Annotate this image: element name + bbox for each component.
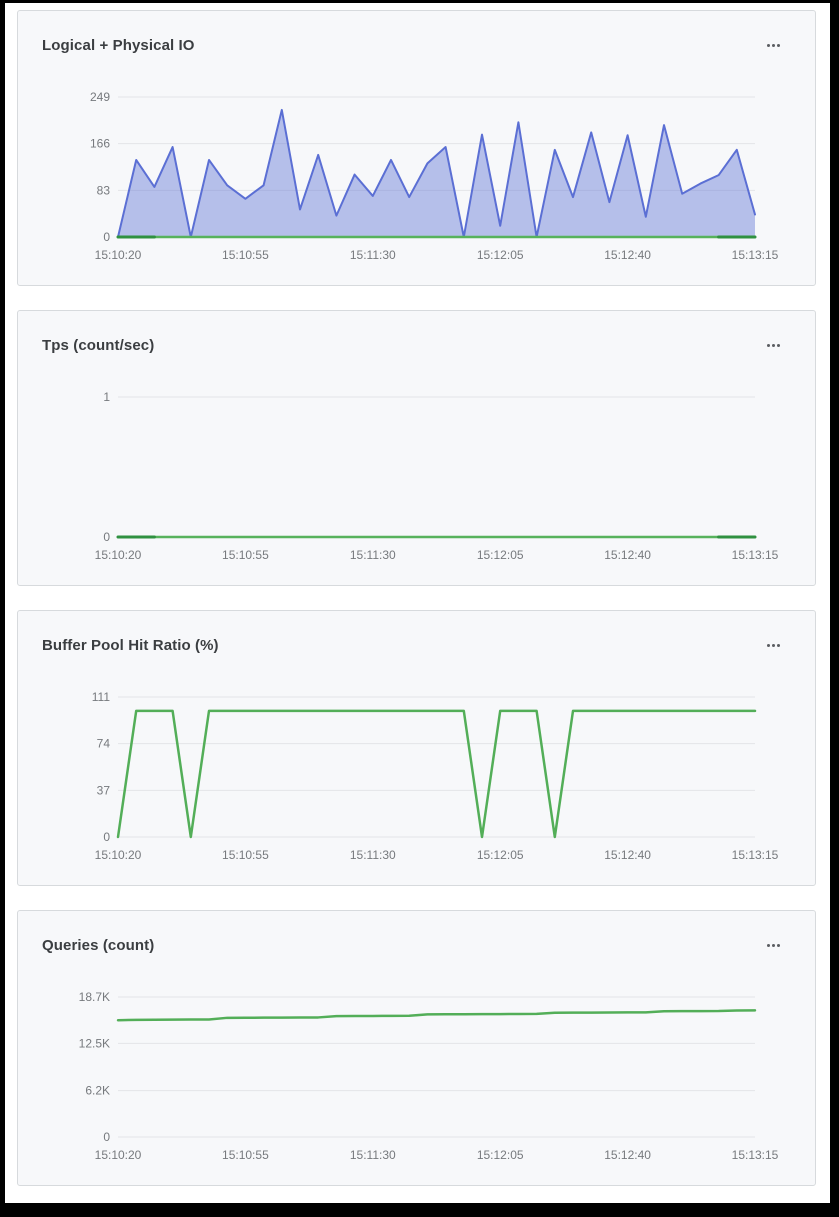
- panel-title: Logical + Physical IO: [42, 36, 195, 54]
- svg-text:15:11:30: 15:11:30: [350, 848, 396, 862]
- svg-text:15:12:40: 15:12:40: [604, 248, 651, 262]
- panel-menu-button[interactable]: [761, 335, 785, 355]
- panel-queries: Queries (count) 0 6.2K 12.5K 18.7K 15:10:20 1…: [17, 910, 816, 1186]
- svg-text:249: 249: [90, 90, 110, 104]
- svg-text:15:11:30: 15:11:30: [350, 1148, 396, 1162]
- svg-text:15:13:15: 15:13:15: [732, 848, 779, 862]
- panel-menu-button[interactable]: [761, 635, 785, 655]
- svg-text:74: 74: [97, 737, 111, 751]
- panel-title: Queries (count): [42, 936, 155, 954]
- panel-header: Tps (count/sec): [18, 333, 815, 357]
- panel-logical-physical-io: Logical + Physical IO 0 83 166 249 15:10:20 1…: [17, 10, 816, 286]
- panel-title: Tps (count/sec): [42, 336, 155, 354]
- svg-text:18.7K: 18.7K: [79, 990, 110, 1004]
- panel-buffer-pool-hit-ratio: Buffer Pool Hit Ratio (%) 0 37 74 111 15:10:…: [17, 610, 816, 886]
- svg-text:15:13:15: 15:13:15: [732, 248, 779, 262]
- svg-text:15:12:05: 15:12:05: [477, 248, 524, 262]
- svg-text:166: 166: [90, 137, 110, 151]
- svg-text:83: 83: [97, 183, 111, 197]
- svg-text:0: 0: [103, 530, 110, 544]
- ellipsis-icon: [766, 943, 780, 947]
- svg-text:15:10:20: 15:10:20: [95, 848, 142, 862]
- svg-text:15:12:40: 15:12:40: [604, 548, 651, 562]
- svg-text:37: 37: [97, 783, 111, 797]
- chart-logical-physical-io[interactable]: 0 83 166 249 15:10:20 15:10:55 15:11:30 15:12:0…: [18, 75, 815, 272]
- svg-text:0: 0: [103, 230, 110, 244]
- svg-text:12.5K: 12.5K: [79, 1036, 110, 1050]
- svg-text:15:10:55: 15:10:55: [222, 548, 269, 562]
- chart-buffer-pool-hit-ratio[interactable]: 0 37 74 111 15:10:20 15:10:55 15:11:30 15:12:05…: [18, 675, 815, 872]
- svg-text:15:13:15: 15:13:15: [732, 548, 779, 562]
- panel-menu-button[interactable]: [761, 35, 785, 55]
- panel-header: Logical + Physical IO: [18, 33, 815, 57]
- svg-text:15:12:40: 15:12:40: [604, 1148, 651, 1162]
- chart-queries[interactable]: 0 6.2K 12.5K 18.7K 15:10:20 15:10:55 15:11:30 1…: [18, 975, 815, 1172]
- ellipsis-icon: [766, 343, 780, 347]
- svg-text:111: 111: [92, 690, 111, 704]
- svg-text:15:10:20: 15:10:20: [95, 548, 142, 562]
- svg-text:15:10:20: 15:10:20: [95, 1148, 142, 1162]
- svg-text:0: 0: [103, 830, 110, 844]
- panel-title: Buffer Pool Hit Ratio (%): [42, 636, 219, 654]
- chart-tps[interactable]: 0 1 15:10:20 15:10:55 15:11:30 15:12:05 15:12:…: [18, 375, 815, 572]
- ellipsis-icon: [766, 643, 780, 647]
- svg-text:15:10:20: 15:10:20: [95, 248, 142, 262]
- svg-text:15:12:05: 15:12:05: [477, 848, 524, 862]
- ellipsis-icon: [766, 43, 780, 47]
- panel-menu-button[interactable]: [761, 935, 785, 955]
- svg-text:15:10:55: 15:10:55: [222, 1148, 269, 1162]
- svg-text:15:11:30: 15:11:30: [350, 548, 396, 562]
- panel-header: Buffer Pool Hit Ratio (%): [18, 633, 815, 657]
- svg-text:0: 0: [103, 1130, 110, 1144]
- svg-text:15:10:55: 15:10:55: [222, 248, 269, 262]
- svg-text:15:11:30: 15:11:30: [350, 248, 396, 262]
- panel-header: Queries (count): [18, 933, 815, 957]
- svg-text:15:12:05: 15:12:05: [477, 1148, 524, 1162]
- svg-text:15:13:15: 15:13:15: [732, 1148, 779, 1162]
- svg-text:15:10:55: 15:10:55: [222, 848, 269, 862]
- svg-text:15:12:05: 15:12:05: [477, 548, 524, 562]
- svg-text:1: 1: [103, 390, 110, 404]
- svg-text:15:12:40: 15:12:40: [604, 848, 651, 862]
- panel-tps: Tps (count/sec) 0 1 15:10:20 15:10:55 15:11:…: [17, 310, 816, 586]
- svg-text:6.2K: 6.2K: [85, 1084, 110, 1098]
